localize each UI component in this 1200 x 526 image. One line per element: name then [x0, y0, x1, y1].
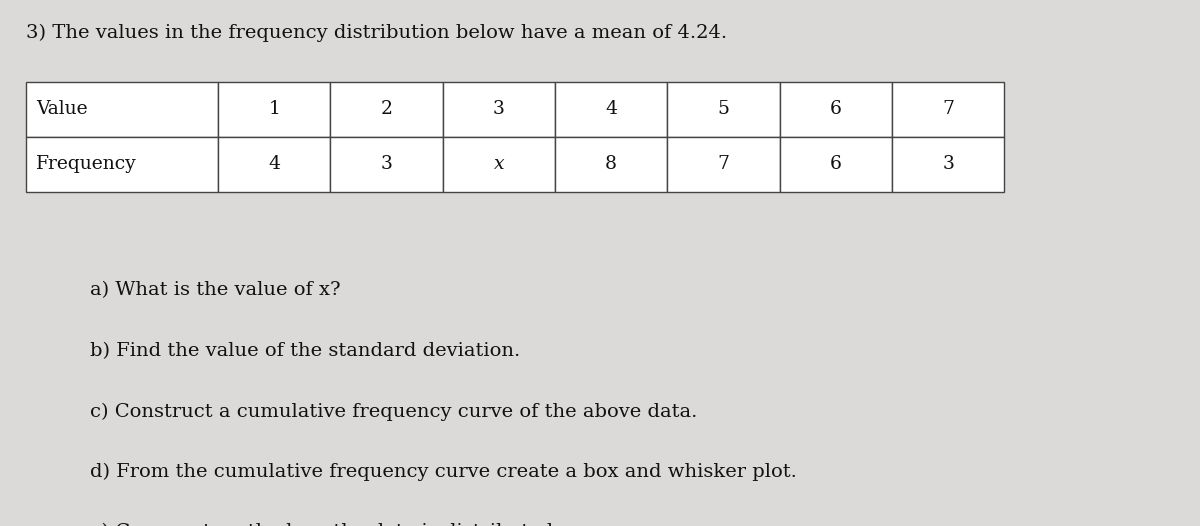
Text: 4: 4 — [269, 155, 281, 174]
Bar — [780, 137, 892, 192]
Text: 6: 6 — [830, 155, 842, 174]
Text: b) Find the value of the standard deviation.: b) Find the value of the standard deviat… — [90, 342, 521, 360]
Text: 7: 7 — [942, 100, 954, 118]
Text: 7: 7 — [718, 155, 730, 174]
Text: 3) The values in the frequency distribution below have a mean of 4.24.: 3) The values in the frequency distribut… — [26, 24, 727, 42]
Text: 2: 2 — [380, 100, 392, 118]
Bar — [330, 137, 443, 192]
Bar — [892, 137, 1004, 192]
Text: 5: 5 — [718, 100, 730, 118]
Text: 6: 6 — [830, 100, 842, 118]
Bar — [218, 137, 330, 192]
Text: d) From the cumulative frequency curve create a box and whisker plot.: d) From the cumulative frequency curve c… — [90, 463, 797, 481]
Bar — [556, 137, 667, 192]
Text: Value: Value — [36, 100, 88, 118]
Bar — [667, 137, 780, 192]
Text: a) What is the value of x?: a) What is the value of x? — [90, 281, 341, 299]
Text: x: x — [493, 155, 504, 174]
Text: 1: 1 — [269, 100, 280, 118]
Text: 3: 3 — [493, 100, 505, 118]
Text: Frequency: Frequency — [36, 155, 137, 174]
Bar — [780, 82, 892, 137]
Text: 3: 3 — [942, 155, 954, 174]
Bar — [330, 82, 443, 137]
Text: 8: 8 — [605, 155, 617, 174]
Bar — [26, 82, 218, 137]
Bar — [218, 82, 330, 137]
Bar — [26, 137, 218, 192]
Text: e) Comment on the how the data is distributed.: e) Comment on the how the data is distri… — [90, 523, 559, 526]
Text: 4: 4 — [605, 100, 617, 118]
Bar — [556, 82, 667, 137]
Text: c) Construct a cumulative frequency curve of the above data.: c) Construct a cumulative frequency curv… — [90, 402, 697, 421]
Text: 3: 3 — [380, 155, 392, 174]
Bar — [443, 137, 556, 192]
Bar — [443, 82, 556, 137]
Bar — [667, 82, 780, 137]
Bar — [892, 82, 1004, 137]
